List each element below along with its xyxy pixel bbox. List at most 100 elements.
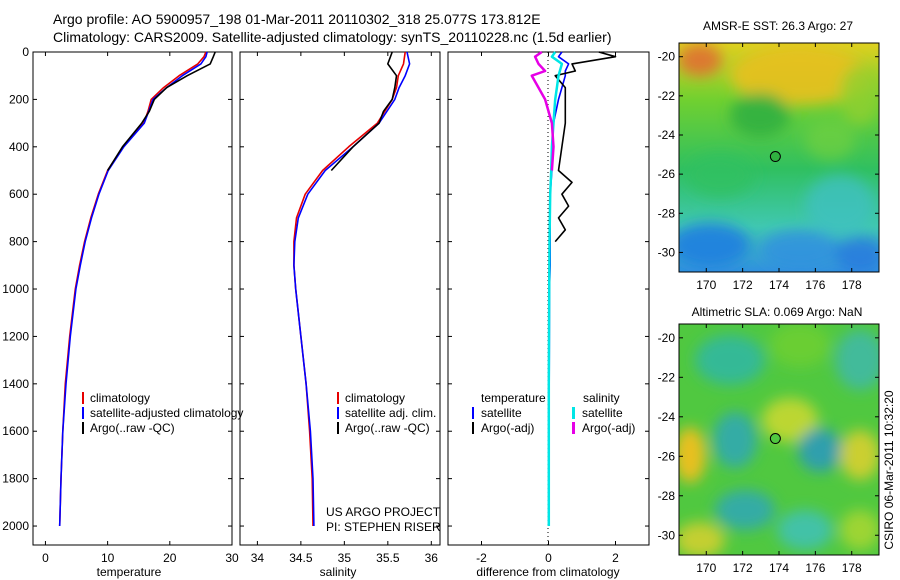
y-tick-label: 400 — [9, 140, 29, 154]
legend-satellite-label: satellite adj. clim. — [345, 406, 436, 420]
sla-map-panel: Altimetric SLA: 0.069 Argo: NaN 170 172 17… — [658, 305, 880, 575]
difference-xlabel: difference from climatology — [476, 565, 619, 579]
series-line-argo-raw-qc- — [330, 51, 398, 172]
y-tick-label: -24 — [658, 410, 676, 424]
y-tick-label: 1400 — [2, 377, 29, 391]
temperature-legend: climatology satellite-adjusted climatolo… — [82, 391, 243, 435]
project-annotation-line2: PI: STEPHEN RISER — [326, 520, 441, 534]
difference-panel: -2 0 2 difference from climatology tempera… — [447, 50, 650, 579]
x-tick-label: 176 — [805, 561, 825, 575]
y-tick-label: -30 — [658, 245, 676, 259]
project-annotation-line1: US ARGO PROJECT — [326, 505, 441, 519]
temperature-xlabel: temperature — [97, 565, 162, 579]
x-tick-label: 178 — [842, 278, 862, 292]
x-tick-label: 35 — [338, 551, 352, 565]
x-tick-label: 172 — [733, 278, 753, 292]
y-tick-label: 600 — [9, 187, 29, 201]
legend-temp-argo-swatch — [472, 422, 474, 434]
legend-argo-swatch — [337, 422, 339, 434]
legend-sal-argo-swatch — [572, 422, 575, 434]
y-tick-label: -30 — [658, 528, 676, 542]
x-tick-label: 30 — [225, 551, 239, 565]
y-tick-label: 0 — [22, 45, 29, 59]
series-line-salinity-argo-adj- — [530, 50, 555, 171]
x-tick-label: 0 — [545, 551, 552, 565]
legend-temp-satellite-label: satellite — [481, 406, 522, 420]
x-tick-label: 172 — [733, 561, 753, 575]
legend-sal-satellite-swatch — [572, 407, 575, 419]
figure-title-line2: Climatology: CARS2009. Satellite-adjuste… — [53, 29, 612, 45]
figure-title-line1: Argo profile: AO 5900957_198 01-Mar-2011… — [53, 11, 541, 27]
y-tick-label: 1800 — [2, 472, 29, 486]
y-tick-label: -28 — [658, 489, 676, 503]
x-tick-label: 178 — [842, 561, 862, 575]
sst-heatmap — [679, 43, 879, 272]
x-tick-label: 170 — [696, 278, 716, 292]
series-line-argo-raw-qc- — [106, 51, 216, 171]
legend-temperature-header: temperature — [481, 391, 546, 405]
y-tick-label: -22 — [658, 370, 676, 384]
argo-position-marker — [769, 433, 781, 445]
legend-satellite-swatch — [337, 407, 339, 419]
x-tick-label: 2 — [612, 551, 619, 565]
x-tick-label: 174 — [769, 278, 789, 292]
y-tick-label: -28 — [658, 206, 676, 220]
legend-satellite-swatch — [82, 407, 84, 419]
series-line-climatology — [293, 51, 406, 527]
legend-sal-argo-label: Argo(-adj) — [582, 421, 635, 435]
argo-position-marker — [769, 151, 781, 163]
x-tick-label: 0 — [42, 551, 49, 565]
legend-temp-argo-label: Argo(-adj) — [481, 421, 534, 435]
legend-climatology-swatch — [337, 392, 339, 404]
y-tick-label: -20 — [658, 331, 676, 345]
temperature-panel: 0 200 400 600 800 1000 1200 1400 1600 1800 2000 0 1… — [2, 45, 243, 579]
y-tick-label: 1200 — [2, 329, 29, 343]
legend-salinity-header: salinity — [583, 391, 620, 405]
x-tick-label: 174 — [769, 561, 789, 575]
y-tick-label: -20 — [658, 50, 676, 64]
legend-climatology-label: climatology — [90, 391, 150, 405]
salinity-axes-frame — [239, 51, 441, 546]
series-line-climatology — [58, 51, 207, 527]
legend-argo-swatch — [82, 422, 84, 434]
legend-argo-label: Argo(..raw -QC) — [345, 421, 430, 435]
sst-map-panel: AMSR-E SST: 26.3 Argo: 27 170 172 174 176 17… — [658, 19, 880, 292]
x-tick-label: 170 — [696, 561, 716, 575]
x-tick-label: 176 — [805, 278, 825, 292]
y-tick-label: 2000 — [2, 519, 29, 533]
y-tick-label: 800 — [9, 235, 29, 249]
y-tick-label: -26 — [658, 449, 676, 463]
x-tick-label: 10 — [101, 551, 115, 565]
series-line-satellite-adjusted-climatology — [58, 51, 208, 527]
y-tick-label: 200 — [9, 92, 29, 106]
series-line-temperature-argo-adj- — [554, 51, 617, 243]
y-tick-label: -26 — [658, 167, 676, 181]
legend-temp-satellite-swatch — [472, 407, 474, 419]
salinity-legend: climatology satellite adj. clim. Argo(..… — [337, 391, 436, 435]
legend-climatology-swatch — [82, 392, 84, 404]
legend-climatology-label: climatology — [345, 391, 405, 405]
y-tick-label: 1600 — [2, 424, 29, 438]
y-tick-label: -22 — [658, 89, 676, 103]
y-tick-label: 1000 — [2, 282, 29, 296]
x-tick-label: 35.5 — [376, 551, 400, 565]
sst-map-title: AMSR-E SST: 26.3 Argo: 27 — [703, 19, 853, 33]
x-tick-label: 20 — [163, 551, 177, 565]
salinity-xlabel: salinity — [320, 565, 357, 579]
series-line-satellite-adj-clim- — [293, 51, 411, 527]
sla-heatmap — [679, 324, 879, 555]
legend-satellite-label: satellite-adjusted climatology — [90, 406, 243, 420]
difference-legend: temperature salinity satellite Argo(-adj… — [472, 391, 635, 435]
x-tick-label: 36 — [425, 551, 439, 565]
salinity-panel: 34 34.5 35 35.5 36 salinity climatology sate… — [239, 51, 441, 579]
x-tick-label: 34 — [251, 551, 265, 565]
x-tick-label: 34.5 — [289, 551, 313, 565]
x-tick-label: -2 — [476, 551, 487, 565]
footer-timestamp: CSIRO 06-Mar-2011 10:32:20 — [882, 390, 896, 550]
temperature-axes-frame — [32, 51, 233, 546]
y-tick-label: -24 — [658, 128, 676, 142]
legend-argo-label: Argo(..raw -QC) — [90, 421, 175, 435]
sla-map-title: Altimetric SLA: 0.069 Argo: NaN — [692, 305, 863, 319]
legend-sal-satellite-label: satellite — [582, 406, 623, 420]
